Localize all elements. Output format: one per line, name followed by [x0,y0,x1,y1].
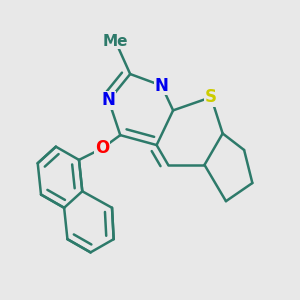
Text: O: O [95,139,109,157]
Text: Me: Me [103,34,128,49]
Text: N: N [154,76,169,94]
Text: S: S [205,88,217,106]
Text: N: N [102,92,116,110]
